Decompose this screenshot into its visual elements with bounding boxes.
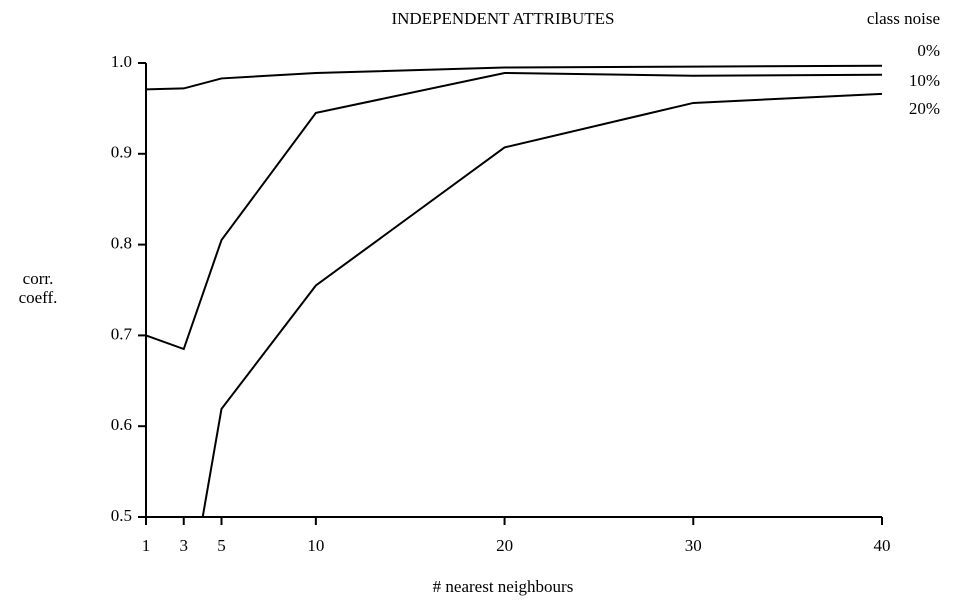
legend-label: 0% bbox=[917, 41, 940, 60]
x-tick-label: 3 bbox=[179, 536, 188, 555]
y-tick-label: 0.5 bbox=[111, 506, 132, 525]
x-tick-label: 5 bbox=[217, 536, 226, 555]
line-series bbox=[146, 64, 883, 91]
line-series bbox=[146, 71, 883, 351]
legend-label: 20% bbox=[909, 99, 940, 118]
y-tick-label: 0.9 bbox=[111, 143, 132, 162]
y-axis-label: corr. bbox=[23, 269, 54, 288]
x-tick-label: 20 bbox=[496, 536, 513, 555]
x-axis-label: # nearest neighbours bbox=[433, 577, 574, 596]
y-tick-label: 0.7 bbox=[111, 324, 133, 343]
x-tick-label: 30 bbox=[685, 536, 702, 555]
y-tick-label: 0.6 bbox=[111, 415, 132, 434]
y-axis-label: coeff. bbox=[19, 288, 58, 307]
line-series bbox=[201, 92, 883, 517]
y-tick-label: 0.8 bbox=[111, 234, 132, 253]
x-tick-label: 10 bbox=[307, 536, 324, 555]
chart-title: INDEPENDENT ATTRIBUTES bbox=[391, 9, 614, 28]
legend-title: class noise bbox=[867, 9, 940, 28]
x-tick-label: 40 bbox=[874, 536, 891, 555]
x-tick-label: 1 bbox=[142, 536, 151, 555]
y-tick-label: 1.0 bbox=[111, 52, 132, 71]
legend-label: 10% bbox=[909, 71, 940, 90]
